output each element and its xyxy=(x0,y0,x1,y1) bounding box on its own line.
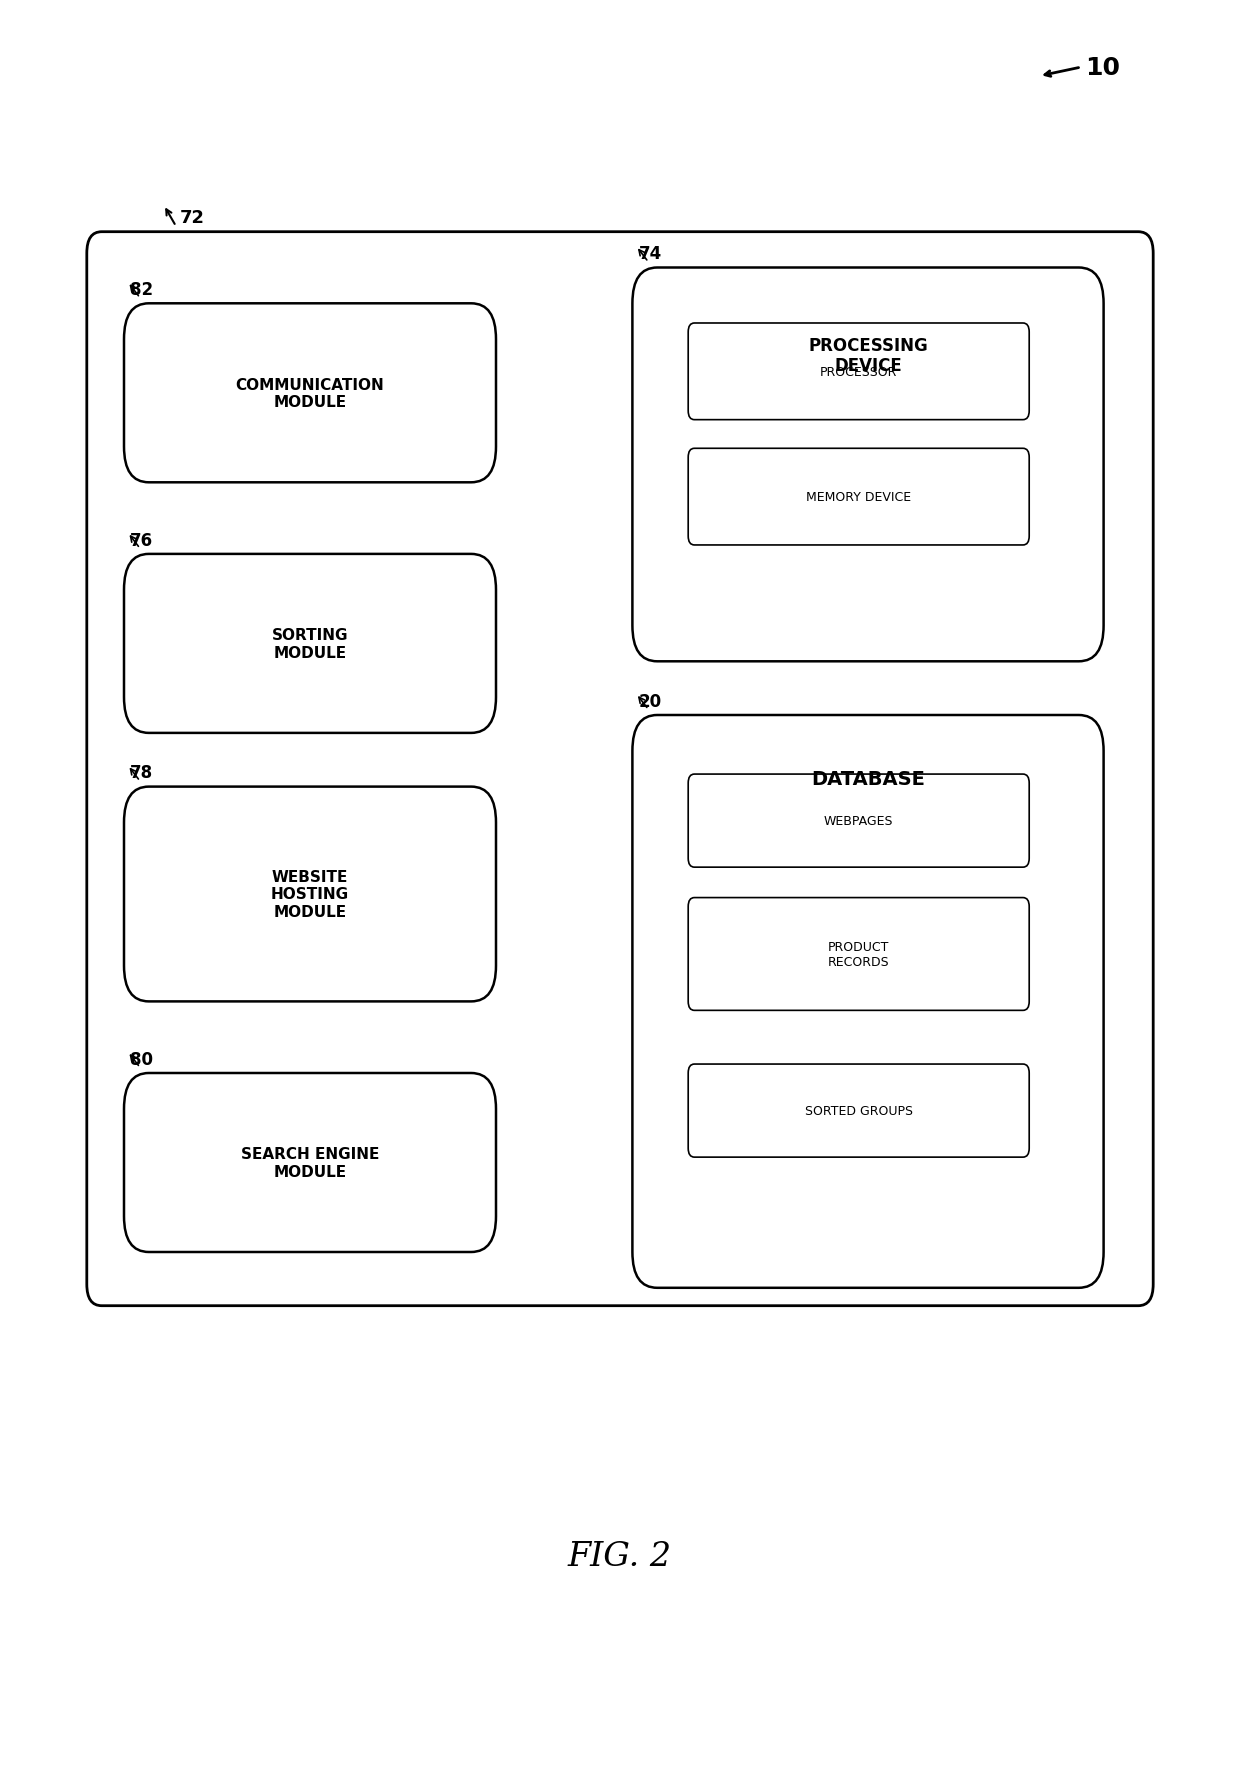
Text: SORTING
MODULE: SORTING MODULE xyxy=(272,628,348,660)
FancyBboxPatch shape xyxy=(124,1073,496,1252)
Text: PROCESSOR: PROCESSOR xyxy=(820,365,898,379)
Text: SORTED GROUPS: SORTED GROUPS xyxy=(805,1104,913,1118)
Text: FIG. 2: FIG. 2 xyxy=(568,1540,672,1573)
FancyBboxPatch shape xyxy=(124,555,496,733)
Text: SEARCH ENGINE
MODULE: SEARCH ENGINE MODULE xyxy=(241,1147,379,1179)
Text: 82: 82 xyxy=(130,281,154,299)
Text: WEBPAGES: WEBPAGES xyxy=(823,814,894,828)
Text: 72: 72 xyxy=(180,209,205,227)
FancyBboxPatch shape xyxy=(688,1064,1029,1157)
Text: PRODUCT
RECORDS: PRODUCT RECORDS xyxy=(828,941,889,968)
FancyBboxPatch shape xyxy=(632,268,1104,662)
Text: 80: 80 xyxy=(130,1050,154,1068)
FancyBboxPatch shape xyxy=(632,716,1104,1288)
Text: 76: 76 xyxy=(130,531,154,549)
Text: 78: 78 xyxy=(130,764,154,782)
Text: 20: 20 xyxy=(639,692,662,710)
FancyBboxPatch shape xyxy=(124,787,496,1002)
FancyBboxPatch shape xyxy=(688,775,1029,868)
Text: WEBSITE
HOSTING
MODULE: WEBSITE HOSTING MODULE xyxy=(270,869,350,920)
FancyBboxPatch shape xyxy=(124,304,496,483)
Text: DATABASE: DATABASE xyxy=(811,769,925,789)
FancyBboxPatch shape xyxy=(688,449,1029,546)
Text: COMMUNICATION
MODULE: COMMUNICATION MODULE xyxy=(236,377,384,410)
Text: 74: 74 xyxy=(639,245,662,263)
FancyBboxPatch shape xyxy=(688,324,1029,420)
Text: 10: 10 xyxy=(1085,55,1120,81)
FancyBboxPatch shape xyxy=(688,898,1029,1011)
Text: PROCESSING
DEVICE: PROCESSING DEVICE xyxy=(808,336,928,376)
FancyBboxPatch shape xyxy=(87,233,1153,1306)
Text: MEMORY DEVICE: MEMORY DEVICE xyxy=(806,490,911,504)
